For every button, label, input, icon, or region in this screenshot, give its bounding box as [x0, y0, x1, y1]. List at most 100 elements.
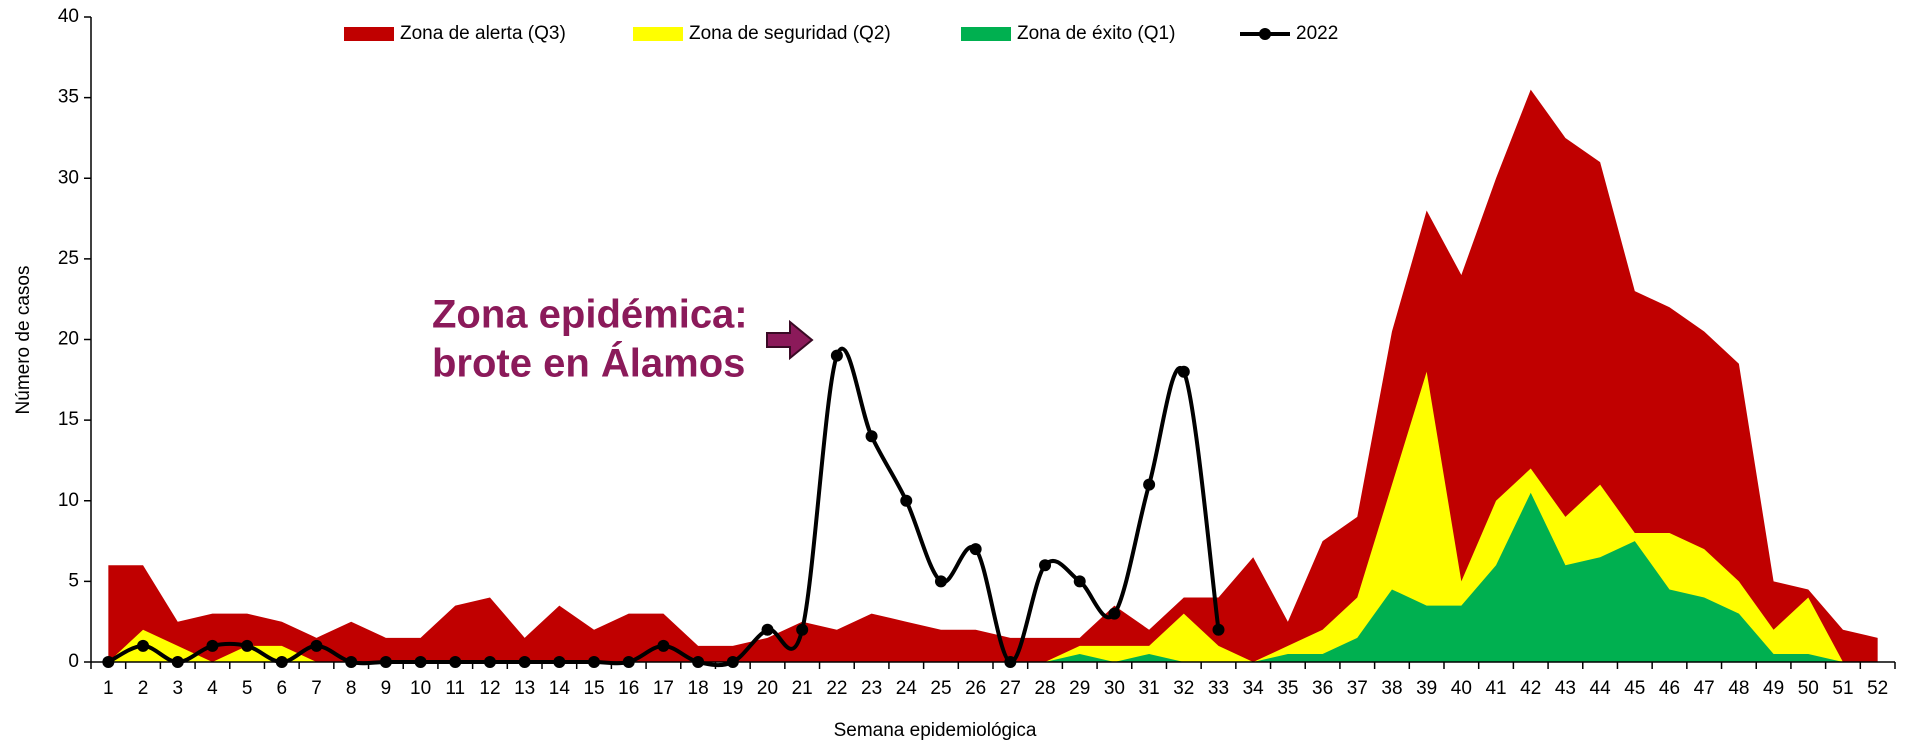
marker — [206, 640, 218, 652]
y-tick-label: 5 — [68, 570, 79, 591]
marker — [623, 656, 635, 668]
x-axis-label: Semana epidemiológica — [834, 720, 1037, 741]
x-tick-label: 3 — [172, 678, 183, 699]
marker — [727, 656, 739, 668]
x-tick-label: 5 — [242, 678, 253, 699]
marker — [1143, 479, 1155, 491]
x-tick-label: 46 — [1659, 678, 1680, 699]
x-tick-label: 1 — [103, 678, 114, 699]
marker — [345, 656, 357, 668]
marker — [276, 656, 288, 668]
x-tick-label: 17 — [653, 678, 674, 699]
x-tick-label: 22 — [826, 678, 847, 699]
x-tick-label: 29 — [1069, 678, 1090, 699]
annotation: brote en Álamos — [432, 341, 745, 386]
y-tick-label: 30 — [58, 167, 79, 188]
marker — [484, 656, 496, 668]
marker — [935, 575, 947, 587]
marker — [1074, 575, 1086, 587]
x-tick-label: 30 — [1104, 678, 1125, 699]
marker — [380, 656, 392, 668]
marker — [241, 640, 253, 652]
x-tick-label: 35 — [1277, 678, 1298, 699]
legend-swatch — [633, 27, 683, 41]
chart: Semana epidemiológica Número de casos 0 5… — [0, 0, 1911, 747]
legend-label: Zona de seguridad (Q2) — [689, 23, 891, 44]
marker — [311, 640, 323, 652]
x-tick-label: 16 — [618, 678, 639, 699]
marker — [415, 656, 427, 668]
y-tick-label: 40 — [58, 6, 79, 27]
x-tick-label: 12 — [479, 678, 500, 699]
y-tick-label: 25 — [58, 248, 79, 269]
x-tick-label: 32 — [1173, 678, 1194, 699]
x-tick-label: 7 — [311, 678, 322, 699]
marker — [1039, 559, 1051, 571]
x-tick-label: 26 — [965, 678, 986, 699]
marker — [449, 656, 461, 668]
x-tick-label: 14 — [549, 678, 571, 699]
x-tick-label: 44 — [1590, 678, 1612, 699]
x-tick-label: 20 — [757, 678, 778, 699]
x-tick-label: 48 — [1728, 678, 1749, 699]
marker — [102, 656, 114, 668]
legend-swatch — [961, 27, 1011, 41]
x-tick-label: 8 — [346, 678, 357, 699]
marker — [970, 543, 982, 555]
x-tick-label: 28 — [1034, 678, 1055, 699]
x-tick-label: 51 — [1832, 678, 1853, 699]
annotation-arrow — [767, 322, 812, 358]
x-tick-label: 43 — [1555, 678, 1576, 699]
x-tick-label: 31 — [1139, 678, 1160, 699]
x-tick-label: 13 — [514, 678, 535, 699]
marker — [553, 656, 565, 668]
x-tick-label: 2 — [138, 678, 149, 699]
y-axis-label: Número de casos — [13, 266, 34, 415]
marker — [831, 350, 843, 362]
x-tick-label: 19 — [722, 678, 743, 699]
y-tick-label: 20 — [58, 329, 79, 350]
x-tick-label: 23 — [861, 678, 882, 699]
x-tick-label: 41 — [1485, 678, 1506, 699]
y-tick-label: 10 — [58, 490, 79, 511]
x-tick-label: 21 — [792, 678, 813, 699]
x-tick-label: 33 — [1208, 678, 1229, 699]
marker — [1213, 624, 1225, 636]
marker — [1004, 656, 1016, 668]
x-tick-label: 24 — [896, 678, 918, 699]
marker — [519, 656, 531, 668]
x-tick-label: 9 — [381, 678, 392, 699]
annotation: Zona epidémica: — [432, 293, 748, 337]
marker — [1108, 608, 1120, 620]
y-tick-label: 35 — [58, 87, 79, 108]
y-tick-label: 0 — [68, 651, 79, 672]
x-tick-label: 6 — [277, 678, 288, 699]
x-tick-label: 27 — [1000, 678, 1021, 699]
x-tick-label: 50 — [1798, 678, 1819, 699]
x-tick-label: 49 — [1763, 678, 1784, 699]
marker — [588, 656, 600, 668]
x-tick-label: 15 — [583, 678, 604, 699]
x-tick-label: 11 — [445, 678, 465, 699]
legend-label: Zona de alerta (Q3) — [400, 23, 566, 44]
x-tick-label: 34 — [1243, 678, 1265, 699]
y-tick-label: 15 — [58, 409, 79, 430]
x-tick-label: 18 — [688, 678, 709, 699]
legend-swatch — [344, 27, 394, 41]
marker — [796, 624, 808, 636]
x-tick-label: 42 — [1520, 678, 1541, 699]
x-tick-label: 47 — [1694, 678, 1715, 699]
x-tick-label: 4 — [207, 678, 218, 699]
x-tick-label: 45 — [1624, 678, 1645, 699]
x-tick-label: 38 — [1381, 678, 1402, 699]
marker — [900, 495, 912, 507]
x-tick-label: 39 — [1416, 678, 1437, 699]
legend-swatch — [1259, 28, 1271, 40]
x-tick-label: 10 — [410, 678, 431, 699]
marker — [657, 640, 669, 652]
legend-label: Zona de éxito (Q1) — [1017, 23, 1175, 44]
marker — [172, 656, 184, 668]
x-tick-label: 25 — [930, 678, 951, 699]
x-tick-label: 37 — [1347, 678, 1368, 699]
marker — [762, 624, 774, 636]
